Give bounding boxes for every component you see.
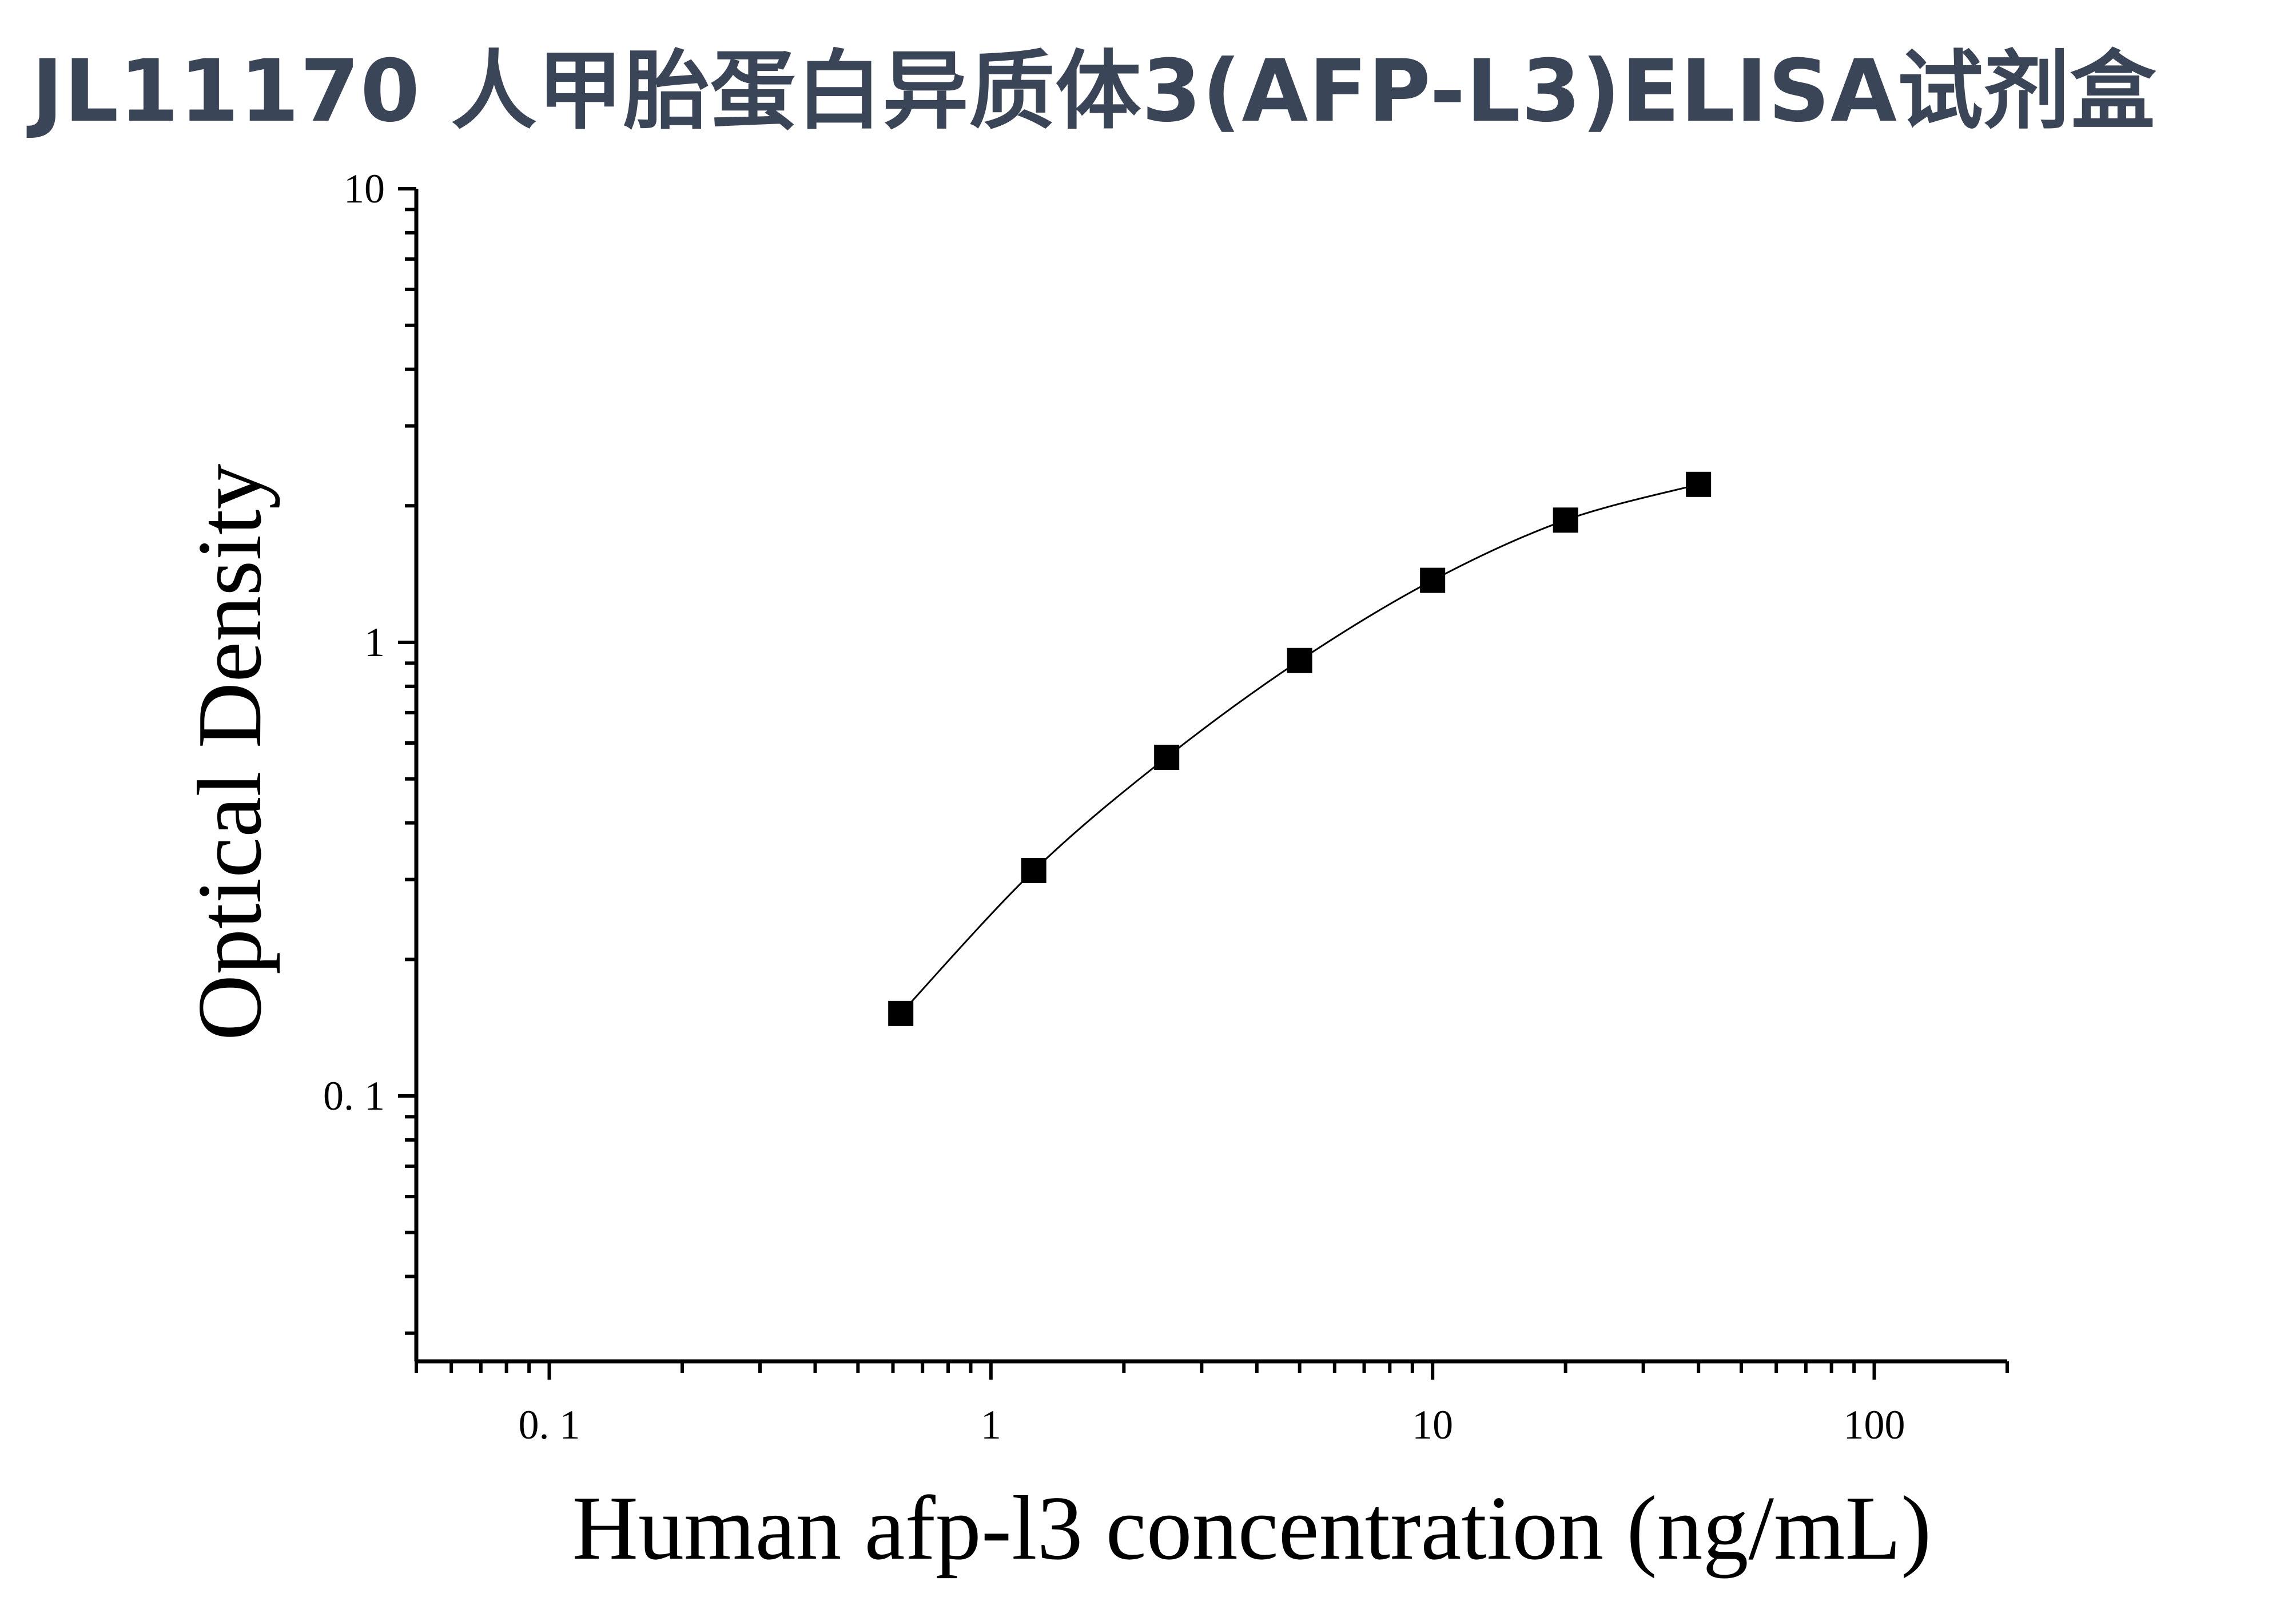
axes: 10 1 0. 1 0. 1 1 10 100 [323,166,2009,1448]
x-tick-label: 0. 1 [518,1402,580,1448]
fit-curve-layer [900,483,1699,1014]
data-point-marker [1287,647,1312,673]
y-tick-label: 10 [344,166,385,212]
data-points-layer [888,471,1712,1026]
data-point-marker [888,1000,914,1026]
x-axis-title: Human afp-l3 concentration (ng/mL) [572,1477,1932,1579]
y-tick-label: 0. 1 [323,1073,385,1119]
data-point-marker [1553,507,1578,533]
x-tick-label: 10 [1412,1402,1453,1448]
data-point-marker [1154,744,1180,770]
data-point-marker [1021,857,1046,883]
chart-title: JL11170 人甲胎蛋白异质体3(AFP-L3)ELISA试剂盒 [31,42,2156,141]
y-axis-title: Optical Density [178,464,280,1041]
data-point-marker [1420,567,1446,593]
fit-curve [900,483,1699,1014]
data-point-marker [1686,471,1712,497]
x-tick-label: 100 [1844,1402,1905,1448]
x-tick-label: 1 [981,1402,1001,1448]
y-tick-label: 1 [364,619,385,665]
